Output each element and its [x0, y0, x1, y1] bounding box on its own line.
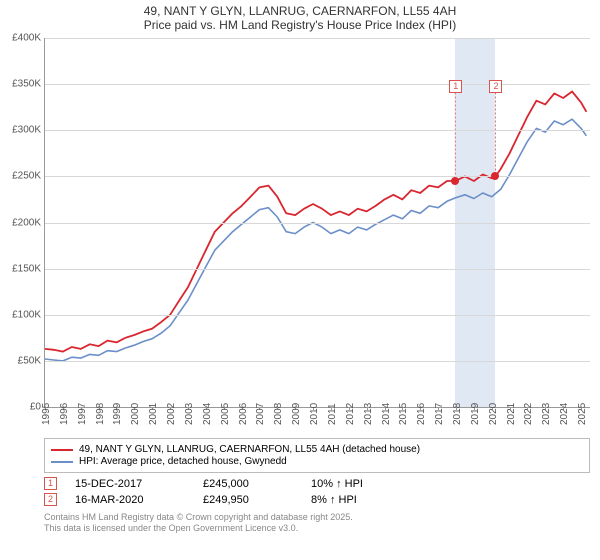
gridline-h	[45, 223, 590, 224]
sale-marker-dot	[491, 172, 499, 180]
x-axis-label: 2019	[470, 403, 481, 425]
x-axis-label: 2003	[184, 403, 195, 425]
y-axis-label: £100K	[12, 309, 45, 320]
x-axis-label: 2013	[363, 403, 374, 425]
footer-attribution: Contains HM Land Registry data © Crown c…	[44, 512, 590, 535]
callout-pct: 10% ↑ HPI	[311, 478, 421, 490]
legend: 49, NANT Y GLYN, LLANRUG, CAERNARFON, LL…	[44, 438, 590, 473]
gridline-h	[45, 315, 590, 316]
x-axis-label: 2020	[488, 403, 499, 425]
x-axis-label: 2006	[238, 403, 249, 425]
gridline-h	[45, 84, 590, 85]
x-axis-label: 2002	[166, 403, 177, 425]
callout-row: 2 16-MAR-2020 £249,950 8% ↑ HPI	[44, 493, 590, 506]
legend-row-hpi: HPI: Average price, detached house, Gwyn…	[51, 456, 583, 467]
x-axis-label: 2014	[381, 403, 392, 425]
x-axis-label: 2018	[452, 403, 463, 425]
footer-line1: Contains HM Land Registry data © Crown c…	[44, 512, 590, 523]
x-axis-label: 1995	[41, 403, 52, 425]
x-axis-label: 1999	[112, 403, 123, 425]
legend-swatch-hpi	[51, 461, 73, 463]
x-axis-label: 2025	[577, 403, 588, 425]
y-axis-label: £300K	[12, 125, 45, 136]
x-axis-label: 2001	[148, 403, 159, 425]
chart-title-line1: 49, NANT Y GLYN, LLANRUG, CAERNARFON, LL…	[10, 4, 590, 18]
x-axis-label: 1997	[77, 403, 88, 425]
sale-marker-box: 2	[489, 80, 502, 93]
gridline-h	[45, 176, 590, 177]
x-axis-label: 2004	[202, 403, 213, 425]
x-axis-label: 2017	[434, 403, 445, 425]
series-hpi	[45, 119, 586, 361]
legend-label: HPI: Average price, detached house, Gwyn…	[79, 456, 287, 467]
legend-label: 49, NANT Y GLYN, LLANRUG, CAERNARFON, LL…	[79, 444, 420, 455]
chart-title-line2: Price paid vs. HM Land Registry's House …	[10, 18, 590, 32]
x-axis-label: 1998	[95, 403, 106, 425]
callout-date: 16-MAR-2020	[75, 494, 185, 506]
gridline-h	[45, 269, 590, 270]
y-axis-label: £400K	[12, 33, 45, 44]
y-axis-label: £350K	[12, 79, 45, 90]
callout-marker-2: 2	[44, 493, 57, 506]
x-axis-label: 2023	[541, 403, 552, 425]
callout-row: 1 15-DEC-2017 £245,000 10% ↑ HPI	[44, 477, 590, 490]
x-axis-label: 2011	[327, 403, 338, 425]
chart-plot-area: £0£50K£100K£150K£200K£250K£300K£350K£400…	[44, 38, 590, 408]
legend-row-price-paid: 49, NANT Y GLYN, LLANRUG, CAERNARFON, LL…	[51, 444, 583, 455]
x-axis-label: 2022	[523, 403, 534, 425]
callout-marker-1: 1	[44, 477, 57, 490]
callout-price: £245,000	[203, 478, 293, 490]
x-axis-label: 2005	[220, 403, 231, 425]
gridline-h	[45, 361, 590, 362]
callout-price: £249,950	[203, 494, 293, 506]
x-axis-label: 2021	[506, 403, 517, 425]
gridline-h	[45, 130, 590, 131]
x-axis-label: 2016	[416, 403, 427, 425]
y-axis-label: £250K	[12, 171, 45, 182]
y-axis-label: £50K	[18, 355, 45, 366]
x-axis-label: 2009	[291, 403, 302, 425]
x-axis-label: 2010	[309, 403, 320, 425]
gridline-h	[45, 38, 590, 39]
callout-pct: 8% ↑ HPI	[311, 494, 421, 506]
footer-line2: This data is licensed under the Open Gov…	[44, 523, 590, 534]
sale-marker-dot	[451, 177, 459, 185]
y-axis-label: £150K	[12, 263, 45, 274]
y-axis-label: £200K	[12, 217, 45, 228]
x-axis-label: 2007	[255, 403, 266, 425]
x-axis-label: 2008	[273, 403, 284, 425]
legend-swatch-price-paid	[51, 449, 73, 451]
x-axis-label: 2015	[398, 403, 409, 425]
x-axis-label: 2012	[345, 403, 356, 425]
callout-date: 15-DEC-2017	[75, 478, 185, 490]
callouts-table: 1 15-DEC-2017 £245,000 10% ↑ HPI 2 16-MA…	[44, 477, 590, 506]
x-axis-label: 2000	[130, 403, 141, 425]
x-axis-label: 2024	[559, 403, 570, 425]
sale-marker-box: 1	[449, 80, 462, 93]
x-axis-label: 1996	[59, 403, 70, 425]
